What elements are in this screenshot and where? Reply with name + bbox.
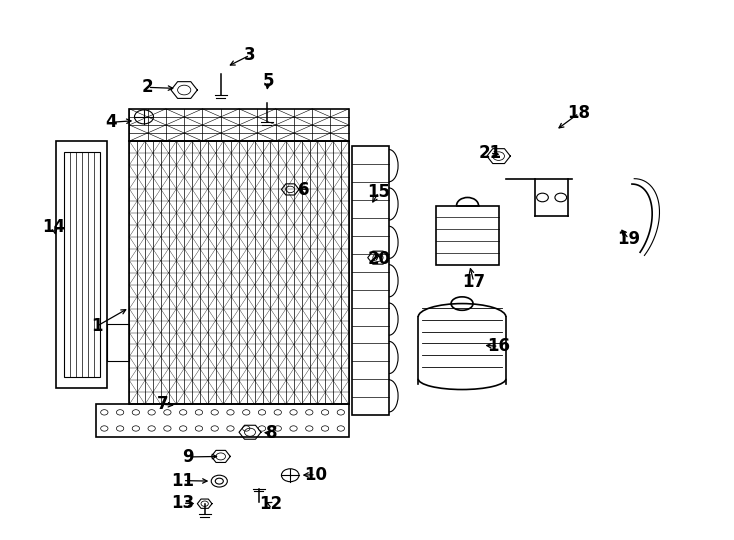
Text: 12: 12 — [259, 495, 282, 513]
Text: 3: 3 — [244, 46, 256, 64]
Text: 11: 11 — [171, 471, 195, 490]
Text: 20: 20 — [367, 250, 390, 268]
Text: 18: 18 — [567, 104, 591, 122]
Text: 10: 10 — [305, 465, 327, 484]
Text: 13: 13 — [171, 494, 195, 512]
Text: 1: 1 — [91, 318, 102, 335]
Text: 16: 16 — [487, 338, 510, 355]
Text: 2: 2 — [142, 78, 153, 96]
Text: 4: 4 — [105, 113, 117, 131]
Text: 14: 14 — [43, 218, 65, 236]
Text: 21: 21 — [479, 144, 501, 162]
Text: 19: 19 — [617, 230, 640, 248]
Text: 7: 7 — [156, 395, 168, 413]
Text: 9: 9 — [182, 448, 194, 466]
Text: 15: 15 — [367, 183, 390, 201]
Text: 8: 8 — [266, 424, 277, 442]
Text: 17: 17 — [462, 273, 485, 291]
Text: 6: 6 — [297, 181, 309, 199]
Text: 5: 5 — [263, 72, 274, 90]
